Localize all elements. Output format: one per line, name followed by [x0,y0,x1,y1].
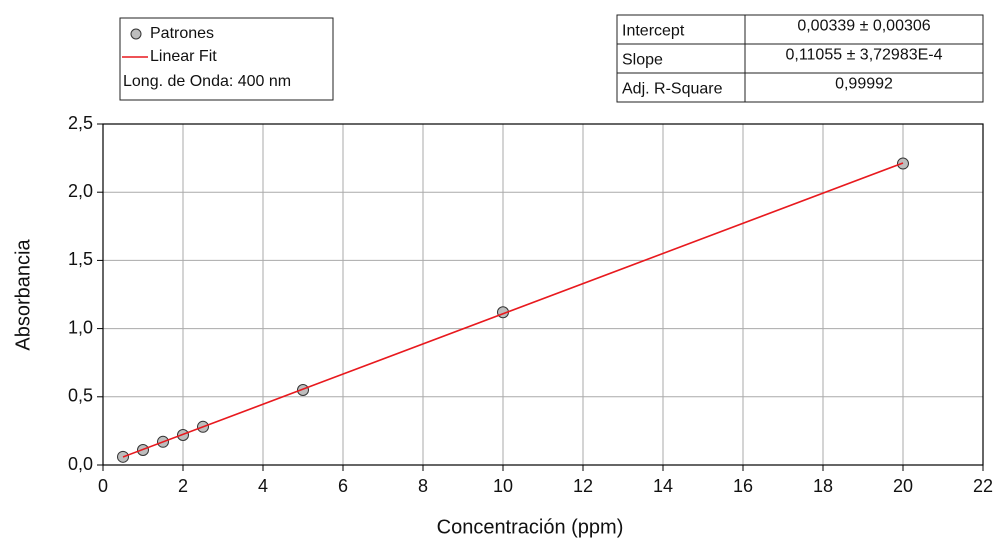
y-tick-label: 2,5 [68,113,93,133]
x-tick-label: 4 [258,476,268,496]
x-tick-label: 8 [418,476,428,496]
table-cell [616,14,746,45]
table-value: 0,99992 [835,76,893,93]
legend-label: Patrones [150,25,214,42]
table-value: 0,00339 ± 0,00306 [797,18,930,35]
y-tick-label: 2,0 [68,181,93,201]
x-tick-label: 18 [813,476,833,496]
table-cell [616,72,746,103]
x-tick-label: 20 [893,476,913,496]
table-label: Slope [622,52,663,69]
y-axis-title: Absorbancia [12,239,34,351]
x-tick-label: 22 [973,476,993,496]
y-tick-label: 0,0 [68,454,93,474]
x-tick-label: 2 [178,476,188,496]
x-tick-label: 16 [733,476,753,496]
table-label: Intercept [622,23,685,40]
legend-note: Long. de Onda: 400 nm [123,73,291,90]
x-tick-label: 6 [338,476,348,496]
table-cell [744,72,984,103]
x-tick-label: 14 [653,476,673,496]
y-tick-label: 1,0 [68,317,93,337]
y-tick-label: 1,5 [68,249,93,269]
legend-box [119,17,334,101]
y-tick-label: 0,5 [68,386,93,406]
x-axis-title: Concentración (ppm) [437,516,624,538]
table-cell [744,14,984,45]
x-tick-label: 0 [98,476,108,496]
table-value: 0,11055 ± 3,72983E-4 [785,47,942,64]
plot-frame [102,123,984,466]
table-label: Adj. R-Square [622,81,723,98]
legend-label: Linear Fit [150,48,217,65]
legend-symbol [130,28,142,40]
x-tick-label: 10 [493,476,513,496]
fit-line [122,162,904,458]
x-tick-label: 12 [573,476,593,496]
